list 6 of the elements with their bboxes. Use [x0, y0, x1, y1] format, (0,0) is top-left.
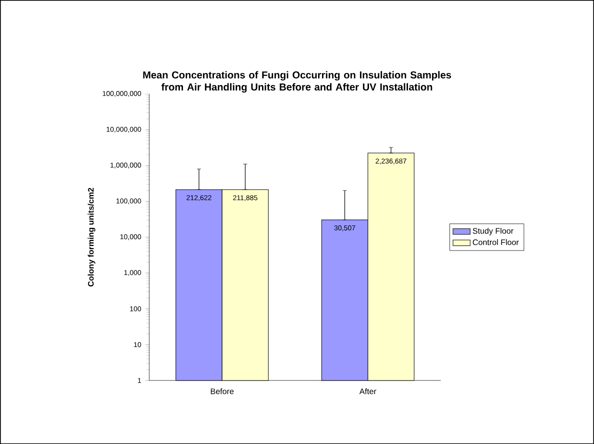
chart-title: Mean Concentrations of Fungi Occurring on Insulation Samples from Air Handling Units Before and After UV Installation: [143, 71, 452, 92]
y-axis-title: Colony forming units/cm2: [88, 188, 96, 286]
legend-label: Control Floor: [472, 239, 519, 245]
x-tick-label: Before: [210, 388, 234, 394]
x-tick-label: After: [359, 388, 376, 394]
legend-label: Study Floor: [472, 228, 514, 236]
